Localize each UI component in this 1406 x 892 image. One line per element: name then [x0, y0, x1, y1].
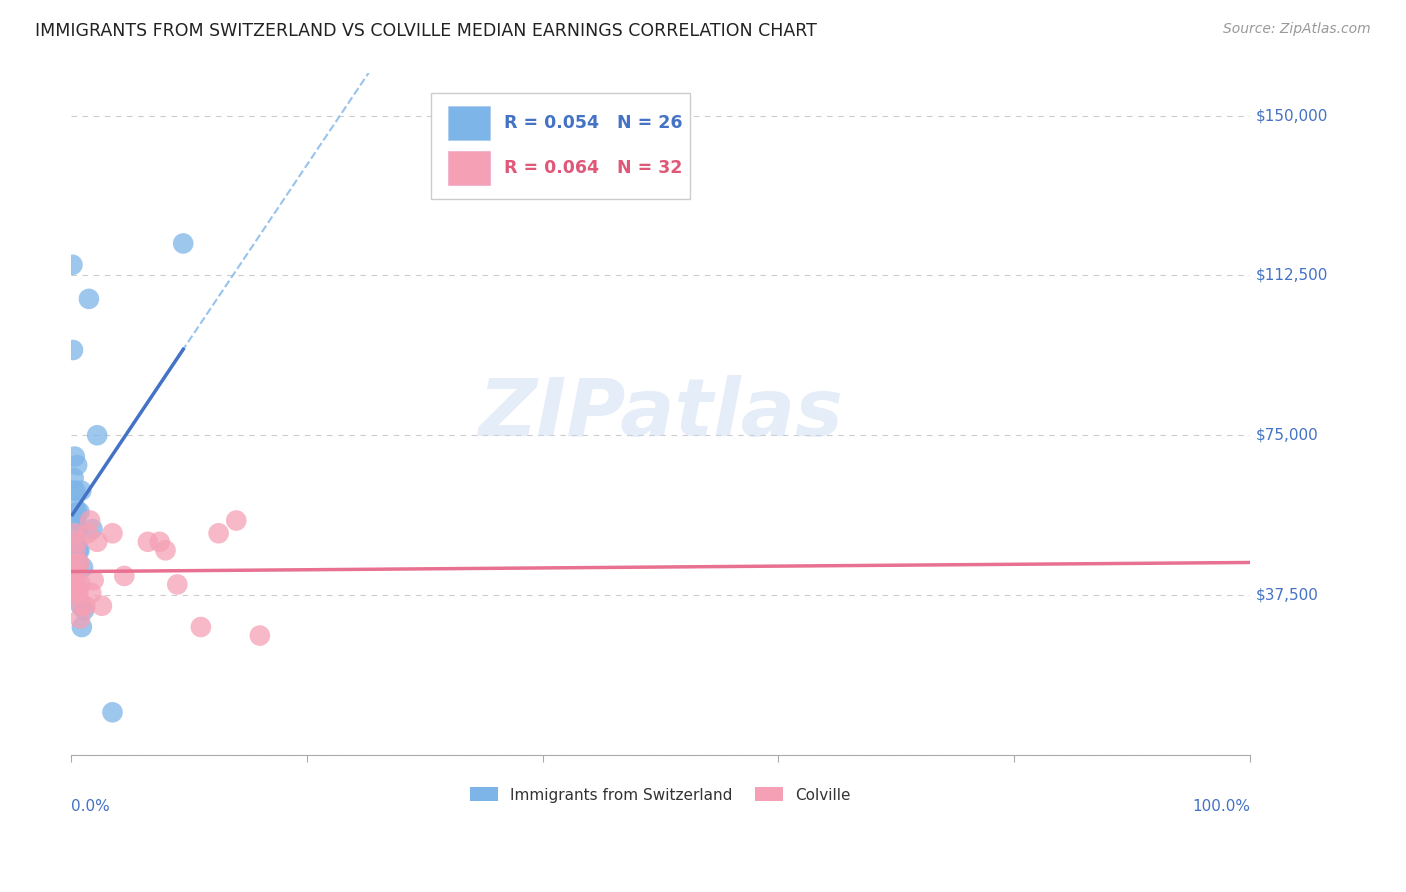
- Text: 100.0%: 100.0%: [1192, 799, 1250, 814]
- FancyBboxPatch shape: [430, 94, 690, 199]
- Point: [66, 522, 89, 536]
- Point: [69, 505, 91, 519]
- Point: [65, 565, 87, 579]
- Point: [70, 599, 93, 613]
- Point: [86, 534, 108, 549]
- Point: [62, 577, 84, 591]
- Text: R = 0.064   N = 32: R = 0.064 N = 32: [503, 160, 682, 178]
- Point: [65, 534, 87, 549]
- Point: [77, 292, 100, 306]
- Point: [249, 629, 271, 643]
- Point: [62, 483, 84, 498]
- Point: [67, 543, 90, 558]
- Point: [65, 514, 87, 528]
- Point: [149, 534, 172, 549]
- Point: [63, 586, 86, 600]
- Point: [66, 534, 89, 549]
- Point: [82, 522, 104, 536]
- Point: [62, 343, 84, 357]
- Point: [67, 586, 90, 600]
- Point: [62, 569, 84, 583]
- Point: [66, 505, 89, 519]
- Point: [62, 258, 84, 272]
- Point: [70, 483, 93, 498]
- Point: [225, 514, 247, 528]
- Point: [86, 428, 108, 442]
- Point: [69, 543, 91, 558]
- Point: [207, 526, 229, 541]
- Point: [62, 471, 84, 485]
- Point: [83, 573, 105, 587]
- Text: $112,500: $112,500: [1256, 268, 1329, 283]
- Point: [190, 620, 212, 634]
- Point: [65, 577, 87, 591]
- Text: $75,000: $75,000: [1256, 428, 1319, 442]
- Point: [166, 577, 188, 591]
- Point: [101, 526, 124, 541]
- FancyBboxPatch shape: [449, 106, 489, 140]
- Point: [69, 611, 91, 625]
- Point: [69, 599, 91, 613]
- Text: Source: ZipAtlas.com: Source: ZipAtlas.com: [1223, 22, 1371, 37]
- Text: IMMIGRANTS FROM SWITZERLAND VS COLVILLE MEDIAN EARNINGS CORRELATION CHART: IMMIGRANTS FROM SWITZERLAND VS COLVILLE …: [35, 22, 817, 40]
- Text: $150,000: $150,000: [1256, 108, 1329, 123]
- Text: ZIPatlas: ZIPatlas: [478, 375, 844, 453]
- Point: [65, 500, 87, 515]
- Point: [101, 706, 124, 720]
- Point: [73, 603, 96, 617]
- Point: [136, 534, 159, 549]
- Point: [63, 450, 86, 464]
- Text: $37,500: $37,500: [1256, 588, 1319, 603]
- Point: [66, 458, 89, 472]
- Point: [172, 236, 194, 251]
- Point: [65, 483, 87, 498]
- Point: [80, 586, 103, 600]
- Point: [112, 569, 135, 583]
- Point: [67, 556, 90, 570]
- Point: [72, 560, 94, 574]
- Point: [70, 620, 93, 634]
- Point: [65, 543, 87, 558]
- FancyBboxPatch shape: [449, 152, 489, 186]
- Point: [76, 526, 98, 541]
- Point: [155, 543, 177, 558]
- Point: [75, 599, 97, 613]
- Point: [66, 556, 89, 570]
- Point: [90, 599, 112, 613]
- Text: 0.0%: 0.0%: [72, 799, 110, 814]
- Legend: Immigrants from Switzerland, Colville: Immigrants from Switzerland, Colville: [464, 781, 856, 809]
- Text: R = 0.054   N = 26: R = 0.054 N = 26: [503, 114, 682, 132]
- Point: [69, 577, 91, 591]
- Point: [63, 526, 86, 541]
- Point: [79, 514, 101, 528]
- Point: [69, 556, 91, 570]
- Point: [65, 586, 87, 600]
